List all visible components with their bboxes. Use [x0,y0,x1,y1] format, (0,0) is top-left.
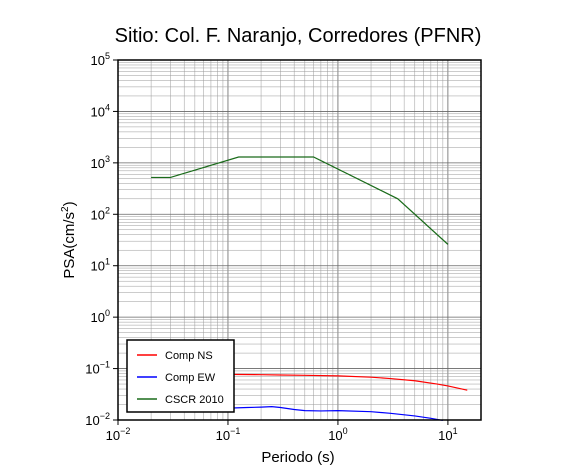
y-tick-label: 102 [91,205,110,222]
legend-box [126,339,235,413]
x-tick-label: 10−2 [106,426,131,443]
y-tick-label: 105 [91,51,110,68]
legend-label: CSCR 2010 [165,394,224,406]
x-axis-label: Periodo (s) [261,449,334,466]
y-tick-label: 101 [91,257,110,274]
y-tick-label: 103 [91,154,110,171]
x-tick-label: 10−1 [216,426,241,443]
series-line-2 [151,156,449,245]
y-axis-label: PSA(cm/s2) [60,201,78,278]
grid-lines [117,59,482,421]
y-tick-label: 10−1 [85,360,110,377]
plot-frame [117,59,482,421]
x-tick-label: 100 [328,426,347,443]
y-tick-label: 10−2 [85,411,110,428]
axis-ticks: 10−2 10−1 100 101 10−2 10−1 100 101 102 103 104 105 [85,51,457,443]
x-tick-label: 101 [438,426,457,443]
legend: Comp NS Comp EW CSCR 2010 [126,339,235,413]
legend-label: Comp NS [165,350,213,362]
y-tick-label: 100 [91,308,110,325]
legend-label: Comp EW [165,372,216,384]
y-tick-label: 104 [91,102,110,119]
chart-title: Sitio: Col. F. Naranjo, Corredores (PFNR… [115,25,482,47]
